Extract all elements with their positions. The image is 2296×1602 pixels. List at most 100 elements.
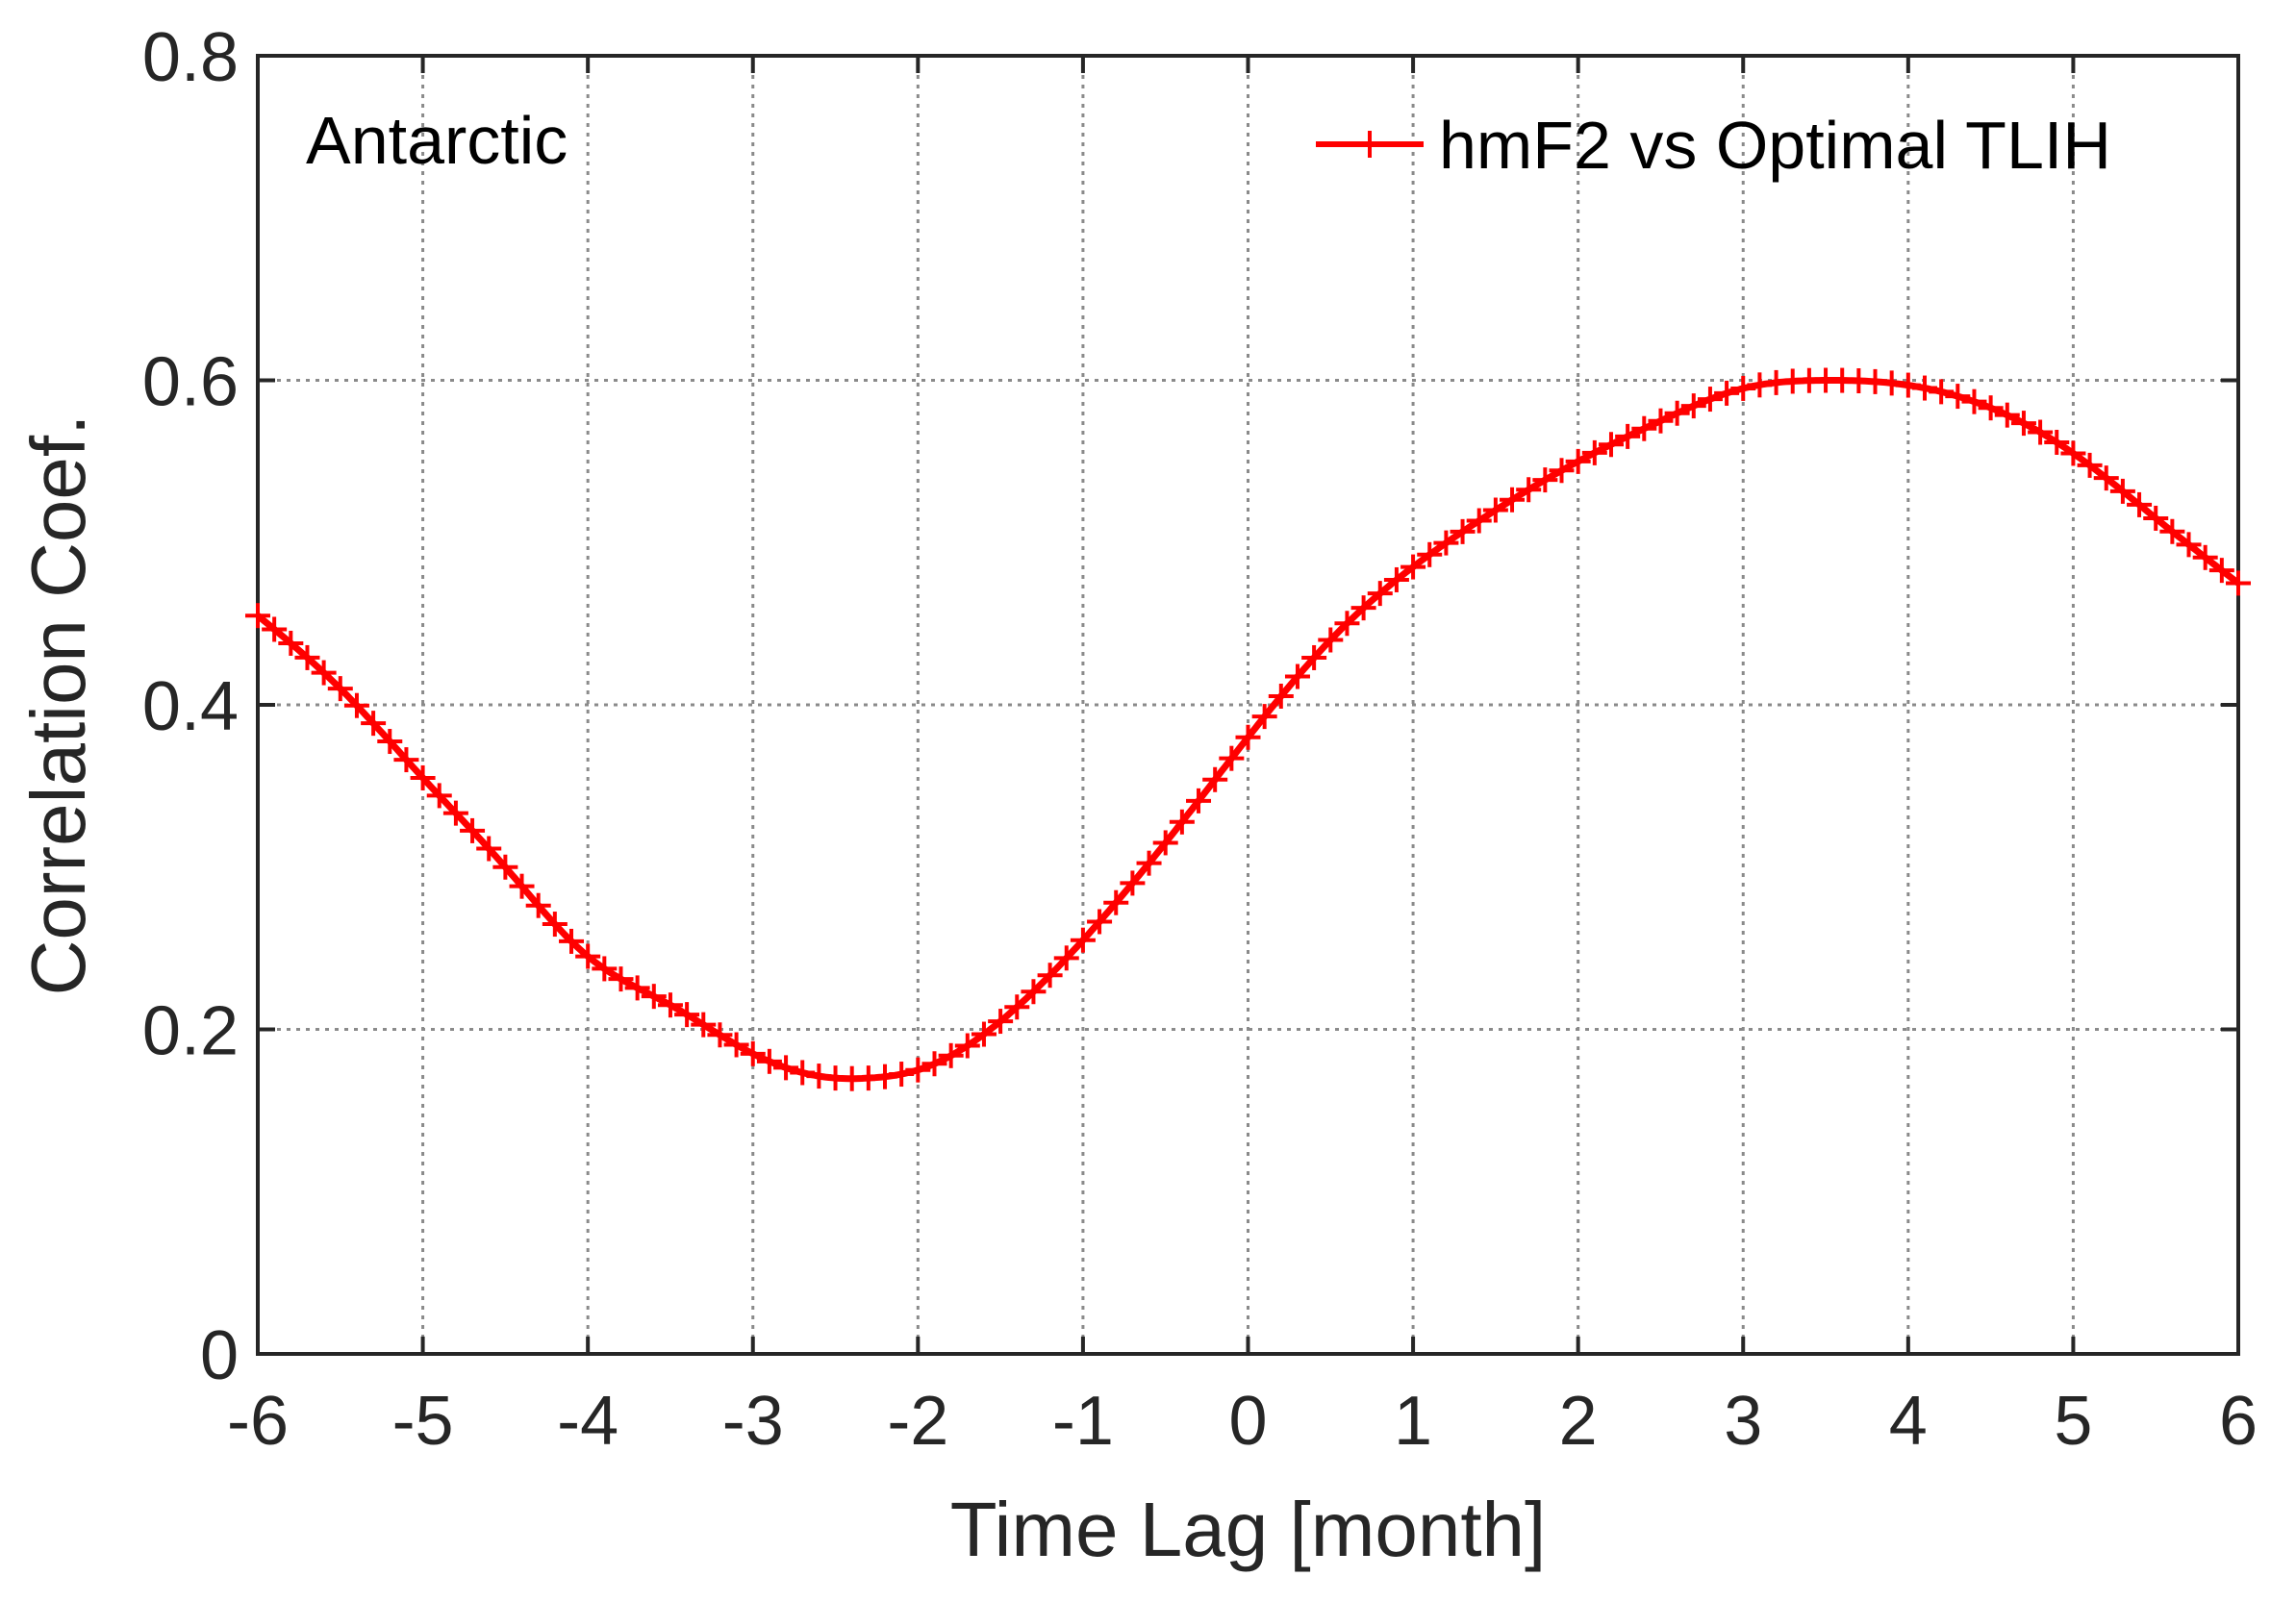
grid-lines xyxy=(258,56,2238,1354)
data-point-marker xyxy=(542,912,568,938)
data-point-marker xyxy=(2226,570,2251,596)
data-point-marker xyxy=(1714,380,1740,406)
data-point-marker xyxy=(509,873,535,899)
data-point-marker xyxy=(1945,384,1971,410)
x-axis-tick-labels: -6 -5 -4 -3 -2 -1 0 1 2 3 4 5 6 xyxy=(227,1383,2258,1460)
y-tick-label: 0 xyxy=(200,1317,239,1394)
data-point-marker xyxy=(1383,566,1409,592)
data-point-marker xyxy=(1087,909,1113,935)
data-point-marker xyxy=(1053,945,1079,971)
data-point-marker xyxy=(1911,375,1937,401)
data-point-marker xyxy=(2010,411,2036,437)
data-point-marker xyxy=(294,644,320,670)
data-point-marker xyxy=(806,1064,832,1089)
data-point-marker xyxy=(1730,375,1756,401)
data-point-marker xyxy=(2127,491,2153,517)
x-tick-label: 5 xyxy=(2054,1383,2092,1460)
data-point-marker xyxy=(361,711,387,737)
data-point-marker xyxy=(410,764,436,790)
data-point-marker xyxy=(971,1021,997,1047)
y-tick-label: 0.2 xyxy=(142,993,239,1070)
data-point-marker xyxy=(592,956,618,982)
data-point-marker xyxy=(460,817,486,843)
data-point-marker xyxy=(1549,458,1575,484)
data-point-marker xyxy=(1598,432,1624,458)
data-point-marker xyxy=(1680,393,1706,419)
data-point-marker xyxy=(442,800,468,826)
x-tick-label: 3 xyxy=(1724,1383,1762,1460)
data-point-marker xyxy=(2143,505,2169,531)
data-point-marker xyxy=(608,966,634,992)
data-point-marker xyxy=(1136,850,1162,876)
data-point-marker xyxy=(756,1048,782,1074)
x-tick-label: 2 xyxy=(1559,1383,1598,1460)
data-point-marker xyxy=(1350,595,1376,621)
data-point-marker xyxy=(1004,994,1030,1020)
data-point-marker xyxy=(1565,448,1591,474)
data-point-marker xyxy=(1284,663,1310,689)
data-point-marker xyxy=(1070,927,1096,953)
data-point-marker xyxy=(1417,541,1443,567)
data-point-marker xyxy=(1532,467,1558,493)
data-point-marker xyxy=(1500,487,1526,513)
data-point-marker xyxy=(2159,518,2185,544)
x-tick-label: -6 xyxy=(227,1383,289,1460)
data-point-marker xyxy=(278,630,304,656)
data-point-marker xyxy=(377,729,403,755)
x-tick-label: -3 xyxy=(722,1383,784,1460)
x-tick-label: 6 xyxy=(2219,1383,2258,1460)
data-point-marker xyxy=(393,747,419,773)
data-point-marker xyxy=(1747,372,1773,398)
data-point-marker xyxy=(1482,497,1508,523)
data-point-marker xyxy=(707,1022,733,1048)
data-point-marker xyxy=(790,1060,816,1086)
data-point-marker xyxy=(938,1042,964,1068)
data-point-marker xyxy=(327,676,353,702)
data-point-marker xyxy=(1152,830,1178,856)
data-point-marker xyxy=(2093,465,2119,491)
data-point-marker xyxy=(525,892,551,918)
data-point-marker xyxy=(1400,554,1426,580)
data-point-marker xyxy=(1615,423,1641,449)
data-point-marker xyxy=(1879,370,1905,396)
data-point-marker xyxy=(1235,724,1261,750)
y-tick-label: 0.8 xyxy=(142,19,239,96)
data-point-marker xyxy=(889,1062,915,1088)
data-point-marker xyxy=(1895,372,1921,398)
y-tick-label: 0.6 xyxy=(142,344,239,421)
region-annotation: Antarctic xyxy=(306,103,568,178)
data-point-marker xyxy=(476,836,502,862)
data-point-marker xyxy=(674,1002,700,1028)
data-point-marker xyxy=(2176,532,2202,558)
data-point-marker xyxy=(1318,627,1344,653)
data-point-marker xyxy=(492,854,518,880)
data-point-marker xyxy=(1581,439,1607,465)
data-point-marker xyxy=(657,992,683,1018)
data-point-marker xyxy=(2060,440,2086,466)
x-axis-title: Time Lag [month] xyxy=(950,1487,1547,1572)
series-layer xyxy=(245,367,2251,1091)
x-tick-label: -5 xyxy=(392,1383,454,1460)
data-point-marker xyxy=(691,1012,717,1038)
legend-label: hmF2 vs Optimal TLIH xyxy=(1439,108,2111,183)
data-point-marker xyxy=(311,660,337,686)
data-point-marker xyxy=(2192,544,2218,570)
data-point-marker xyxy=(1037,963,1063,989)
y-axis-tick-labels: 0 0.2 0.4 0.6 0.8 xyxy=(142,19,239,1394)
data-point-marker xyxy=(773,1055,799,1081)
data-point-marker xyxy=(426,783,452,809)
data-point-marker xyxy=(245,603,270,629)
data-point-marker xyxy=(624,975,650,1001)
data-point-marker xyxy=(1186,788,1212,814)
data-point-marker xyxy=(575,943,601,969)
data-point-marker xyxy=(1202,766,1228,792)
data-point-marker xyxy=(2044,429,2070,455)
data-point-marker xyxy=(1929,379,1955,405)
data-point-marker xyxy=(740,1040,766,1066)
data-point-marker xyxy=(1251,704,1277,730)
data-point-marker xyxy=(1268,683,1294,709)
legend: hmF2 vs Optimal TLIH xyxy=(1316,108,2111,183)
data-point-marker xyxy=(1169,809,1195,835)
